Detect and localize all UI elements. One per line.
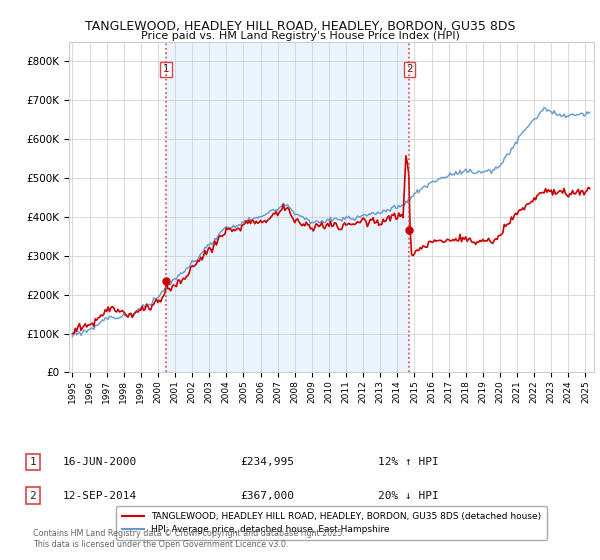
- Text: 12% ↑ HPI: 12% ↑ HPI: [378, 457, 439, 467]
- Text: 1: 1: [163, 64, 169, 74]
- Text: Price paid vs. HM Land Registry's House Price Index (HPI): Price paid vs. HM Land Registry's House …: [140, 31, 460, 41]
- Text: TANGLEWOOD, HEADLEY HILL ROAD, HEADLEY, BORDON, GU35 8DS: TANGLEWOOD, HEADLEY HILL ROAD, HEADLEY, …: [85, 20, 515, 32]
- Text: 20% ↓ HPI: 20% ↓ HPI: [378, 491, 439, 501]
- Text: Contains HM Land Registry data © Crown copyright and database right 2025.
This d: Contains HM Land Registry data © Crown c…: [33, 529, 345, 549]
- Text: 12-SEP-2014: 12-SEP-2014: [63, 491, 137, 501]
- Text: 16-JUN-2000: 16-JUN-2000: [63, 457, 137, 467]
- Bar: [166, 42, 409, 372]
- Text: 2: 2: [29, 491, 37, 501]
- Text: £367,000: £367,000: [240, 491, 294, 501]
- Text: £234,995: £234,995: [240, 457, 294, 467]
- Legend: TANGLEWOOD, HEADLEY HILL ROAD, HEADLEY, BORDON, GU35 8DS (detached house), HPI: : TANGLEWOOD, HEADLEY HILL ROAD, HEADLEY, …: [116, 506, 547, 540]
- Text: 1: 1: [29, 457, 37, 467]
- Text: 2: 2: [406, 64, 413, 74]
